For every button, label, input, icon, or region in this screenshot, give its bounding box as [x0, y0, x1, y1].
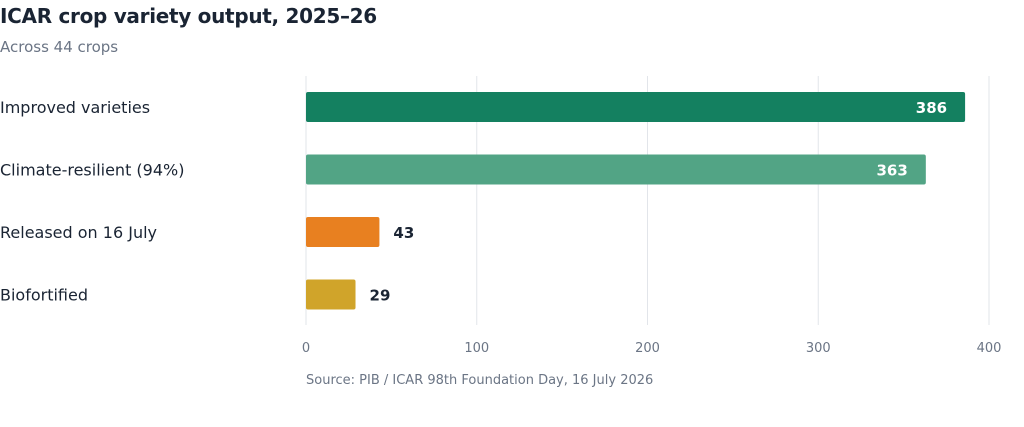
- category-label: Biofortified: [0, 286, 88, 305]
- source-note: Source: PIB / ICAR 98th Foundation Day, …: [306, 373, 654, 388]
- category-label: Improved varieties: [0, 98, 150, 117]
- value-label: 386: [916, 99, 947, 117]
- x-tick-label-200: 200: [635, 341, 660, 356]
- chart-subtitle: Across 44 crops: [0, 38, 119, 56]
- value-label: 29: [370, 287, 391, 305]
- x-tick-label-0: 0: [302, 341, 310, 356]
- bar: [306, 92, 966, 122]
- category-label: Released on 16 July: [0, 223, 157, 242]
- value-label: 363: [877, 162, 908, 180]
- x-tick-label-300: 300: [806, 341, 831, 356]
- category-label: Climate-resilient (94%): [0, 161, 184, 180]
- bar: [306, 279, 356, 310]
- chart-title: ICAR crop variety output, 2025–26: [0, 4, 377, 28]
- value-label: 43: [393, 224, 414, 242]
- bar: [306, 217, 380, 247]
- bar: [306, 154, 926, 185]
- x-tick-label-100: 100: [464, 341, 489, 356]
- x-tick-label-400: 400: [977, 341, 1002, 356]
